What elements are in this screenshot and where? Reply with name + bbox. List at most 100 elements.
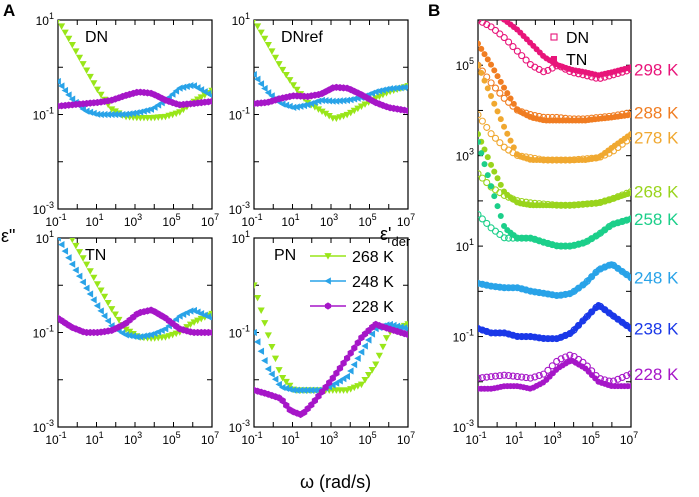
data-point-dn <box>505 98 513 106</box>
data-point-dn <box>487 282 495 290</box>
data-point <box>293 386 300 394</box>
data-point <box>58 20 60 24</box>
data-point-dn <box>496 283 504 291</box>
data-point-dn <box>496 30 504 38</box>
data-point-dn <box>478 326 486 334</box>
data-point <box>400 83 408 92</box>
data-point <box>318 96 325 104</box>
data-point-dn <box>583 200 591 208</box>
data-point-dn <box>553 201 561 209</box>
data-point-dn <box>618 217 626 226</box>
data-point-dn <box>526 154 535 162</box>
legend-marker <box>324 302 332 310</box>
data-point-dn <box>570 156 578 164</box>
data-point <box>111 108 119 115</box>
data-point-dn <box>570 201 578 209</box>
data-point <box>90 274 98 282</box>
data-point-dn <box>478 174 486 182</box>
data-point <box>68 42 76 49</box>
data-point <box>143 331 151 340</box>
data-point <box>61 29 69 37</box>
x-tick-label: 101 <box>505 430 523 447</box>
series-268-k <box>478 131 631 209</box>
data-point-dn <box>535 372 543 380</box>
data-point-dn <box>496 372 504 380</box>
data-point <box>264 42 272 49</box>
data-point <box>354 354 361 362</box>
data-point-tn <box>504 90 511 97</box>
data-point-dn <box>579 239 587 247</box>
data-point-dn <box>627 108 631 117</box>
data-point-dn <box>614 69 622 78</box>
data-point <box>183 82 190 91</box>
y-tick-label: 10-3 <box>229 200 250 217</box>
series-288-k <box>478 40 631 124</box>
y-axis-label-b-sub: der <box>391 234 410 249</box>
data-point-tn <box>482 6 488 12</box>
data-point <box>282 101 290 109</box>
data-point <box>90 80 98 87</box>
data-point <box>375 352 383 360</box>
data-point <box>271 375 279 383</box>
data-point <box>333 369 340 377</box>
data-point <box>315 392 322 400</box>
temperature-label: 288 K <box>634 104 679 123</box>
data-point-dn <box>623 216 631 224</box>
data-point <box>283 401 290 409</box>
data-point-dn <box>566 67 574 76</box>
data-point-dn <box>544 156 552 164</box>
data-point <box>257 307 265 315</box>
data-point <box>322 110 330 118</box>
data-point <box>300 386 308 394</box>
data-point <box>368 366 376 374</box>
data-point-dn <box>618 68 626 76</box>
data-point <box>140 107 147 115</box>
x-tick-label: 103 <box>320 212 338 229</box>
data-point-dn <box>540 68 548 76</box>
data-point-dn <box>553 62 561 70</box>
data-point-dn <box>618 110 626 118</box>
data-point-dn <box>540 156 548 164</box>
data-point-tn <box>491 193 498 200</box>
data-point <box>257 80 265 88</box>
legend-marker <box>551 56 557 62</box>
data-point-dn <box>522 153 530 161</box>
data-point <box>186 81 194 90</box>
x-tick-label: 10-1 <box>241 212 262 229</box>
data-point-dn <box>614 144 622 152</box>
data-point-tn <box>504 130 511 137</box>
x-tick-label: 101 <box>281 430 299 447</box>
data-point <box>296 386 304 394</box>
data-point-dn <box>491 227 500 235</box>
data-point-dn <box>487 224 495 232</box>
data-point-dn <box>526 199 535 207</box>
data-point <box>97 307 104 315</box>
series-238-k <box>478 302 631 343</box>
data-point <box>343 96 350 104</box>
data-point-dn <box>553 291 561 300</box>
data-point <box>83 107 90 115</box>
data-point-dn <box>596 198 604 206</box>
data-point-tn <box>501 222 508 229</box>
data-point-dn <box>500 34 508 42</box>
data-point <box>161 325 169 333</box>
data-point <box>208 316 212 321</box>
data-point-tn <box>488 183 495 190</box>
data-point-dn <box>513 234 521 242</box>
data-point-dn <box>531 333 539 341</box>
data-point-dn <box>614 219 622 227</box>
data-point <box>400 324 408 332</box>
data-point <box>100 110 108 119</box>
data-point <box>197 315 205 323</box>
data-point-tn <box>491 100 498 107</box>
data-point-dn <box>531 288 539 296</box>
series-228-k <box>254 83 408 115</box>
data-point-dn <box>540 289 548 297</box>
data-point <box>286 77 294 84</box>
data-point <box>375 87 383 95</box>
data-point <box>254 70 257 79</box>
data-point-dn <box>500 234 508 242</box>
data-point <box>279 383 286 392</box>
data-point-dn <box>566 115 574 123</box>
